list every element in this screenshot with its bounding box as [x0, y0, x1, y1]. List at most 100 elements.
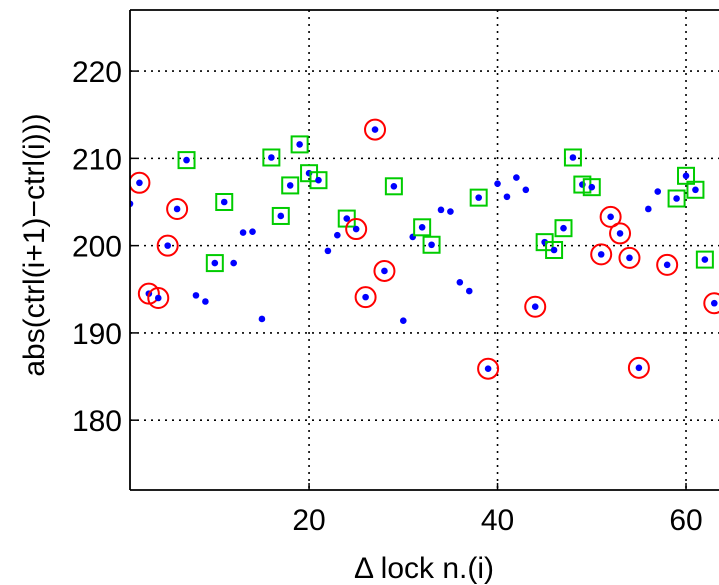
data-point	[286, 182, 294, 189]
data-point	[682, 172, 690, 180]
data-point	[268, 154, 275, 161]
grid-lines	[130, 10, 719, 490]
y-axis-label: abs(ctrl(i+1)−ctrl(i)))	[18, 113, 51, 376]
data-point	[192, 292, 200, 299]
data-point	[654, 188, 662, 195]
data-point	[710, 299, 718, 307]
data-point	[399, 317, 407, 324]
square-marker	[290, 135, 309, 154]
square-marker	[300, 164, 319, 183]
data-point	[334, 231, 341, 239]
y-tick-label: 210	[72, 143, 122, 176]
square-marker	[177, 151, 196, 170]
x-tick-label: 20	[292, 504, 325, 537]
data-point	[447, 208, 454, 215]
data-point	[513, 174, 520, 181]
data-markers	[130, 118, 719, 380]
square-marker	[422, 235, 441, 254]
square-marker	[262, 148, 281, 167]
data-point	[258, 315, 266, 323]
circle-marker	[364, 118, 387, 141]
data-point	[701, 256, 709, 263]
circle-marker	[130, 171, 151, 194]
data-point	[673, 195, 680, 202]
data-point	[211, 259, 219, 267]
circle-marker	[703, 292, 719, 315]
data-point	[277, 212, 285, 220]
circle-marker	[618, 246, 641, 269]
data-point	[362, 293, 369, 301]
data-point	[663, 261, 671, 269]
x-axis-label: Δ lock n.(i)	[354, 552, 494, 585]
y-tick-label: 220	[72, 56, 122, 89]
circle-marker	[590, 243, 613, 266]
square-marker	[384, 177, 403, 196]
data-point	[343, 215, 351, 222]
circle-marker	[166, 197, 189, 220]
y-tick-label: 180	[72, 405, 122, 438]
data-point	[381, 267, 388, 275]
square-marker	[545, 241, 564, 259]
data-point	[465, 287, 473, 295]
data-point	[183, 156, 190, 164]
data-point	[164, 242, 171, 249]
x-tick-label: 60	[669, 504, 702, 537]
data-point	[296, 141, 303, 148]
data-point	[692, 186, 699, 194]
data-point	[136, 179, 143, 187]
data-point	[635, 364, 643, 372]
data-point	[522, 186, 530, 194]
data-point	[352, 225, 360, 233]
square-marker	[582, 178, 601, 197]
circle-marker	[156, 234, 179, 257]
square-marker	[695, 250, 714, 269]
data-point	[494, 180, 501, 187]
axes	[129, 9, 719, 491]
circle-marker	[477, 357, 500, 380]
data-point	[249, 228, 256, 235]
data-point	[418, 224, 426, 231]
y-tick-label: 190	[72, 318, 122, 351]
x-tick-label: 40	[481, 504, 514, 537]
circle-marker	[627, 356, 650, 379]
square-marker	[667, 189, 686, 208]
square-marker	[215, 193, 234, 211]
data-point	[202, 298, 209, 305]
data-point	[645, 205, 652, 213]
data-point	[569, 154, 577, 161]
square-marker	[205, 254, 224, 273]
square-marker	[469, 188, 488, 207]
data-point	[390, 182, 398, 190]
data-point	[315, 176, 322, 184]
data-point	[607, 213, 614, 221]
data-point	[597, 251, 605, 258]
square-marker	[686, 180, 705, 199]
circle-marker	[373, 259, 396, 282]
square-marker	[271, 206, 290, 225]
y-tick-label: 200	[72, 231, 122, 264]
data-point	[371, 126, 379, 133]
data-point	[550, 246, 558, 254]
square-marker	[677, 166, 696, 185]
data-point	[324, 247, 332, 255]
circle-marker	[599, 205, 622, 228]
square-marker	[281, 176, 300, 195]
data-point	[230, 259, 237, 267]
data-point	[220, 198, 228, 206]
data-point	[531, 303, 539, 311]
square-marker	[554, 219, 573, 238]
data-point	[616, 230, 624, 237]
circle-marker	[656, 253, 679, 276]
square-marker	[309, 171, 328, 190]
data-point	[626, 254, 633, 262]
data-point	[173, 205, 181, 213]
data-point	[503, 193, 511, 201]
data-point	[428, 241, 435, 249]
square-marker	[563, 148, 582, 167]
circle-marker	[524, 295, 547, 318]
square-marker	[413, 218, 432, 237]
tick-labels: 20 40 60 180 190 200 210 220	[72, 56, 703, 537]
circle-marker	[345, 218, 368, 241]
data-point	[588, 183, 596, 191]
